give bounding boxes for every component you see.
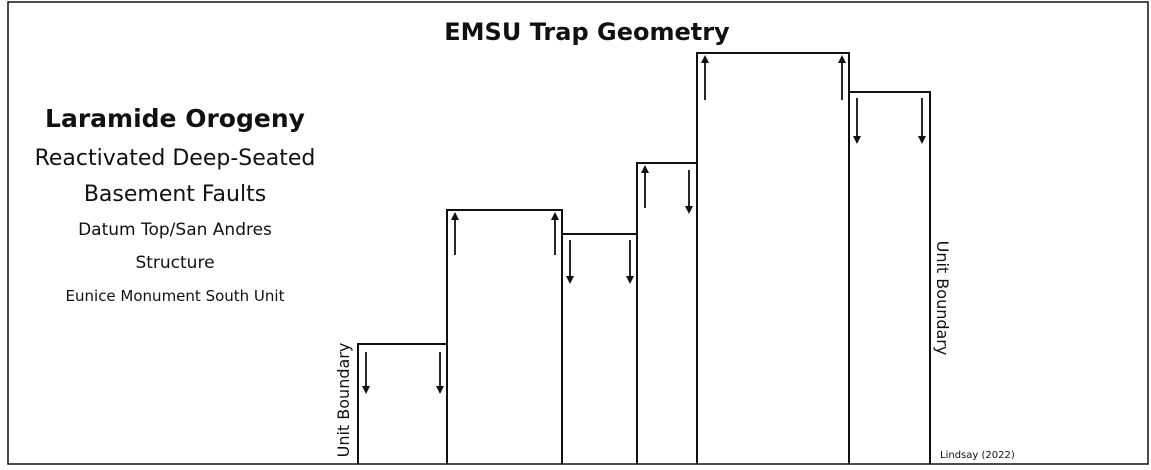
side-line: Reactivated Deep-Seated <box>35 146 316 171</box>
side-line: Datum Top/San Andres <box>78 220 272 240</box>
block <box>561 233 638 464</box>
boundary-label: Unit Boundary <box>334 343 353 458</box>
frame <box>7 1 1149 465</box>
block <box>636 162 698 464</box>
fault-blocks <box>357 52 931 464</box>
title: EMSU Trap Geometry <box>444 18 730 46</box>
side-line: Eunice Monument South Unit <box>66 287 285 305</box>
block <box>696 52 850 464</box>
credit: Lindsay (2022) <box>940 450 1015 461</box>
side-line: Structure <box>135 253 214 273</box>
side-heading: Laramide Orogeny <box>45 104 305 133</box>
arrows <box>362 55 926 394</box>
boundary-label: Unit Boundary <box>933 241 952 356</box>
block <box>848 91 931 464</box>
block <box>446 209 563 464</box>
side-line: Basement Faults <box>84 182 266 207</box>
block <box>357 343 448 464</box>
